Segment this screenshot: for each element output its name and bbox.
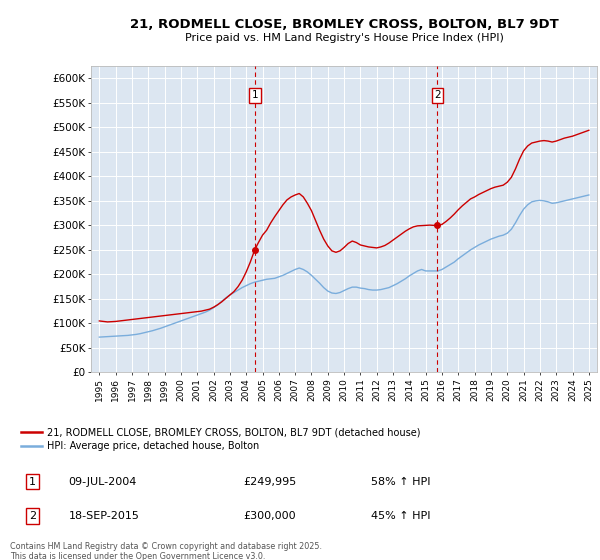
Text: 09-JUL-2004: 09-JUL-2004 xyxy=(68,477,137,487)
Text: 18-SEP-2015: 18-SEP-2015 xyxy=(68,511,139,521)
Text: £300,000: £300,000 xyxy=(243,511,296,521)
Text: £249,995: £249,995 xyxy=(243,477,296,487)
Text: Contains HM Land Registry data © Crown copyright and database right 2025.
This d: Contains HM Land Registry data © Crown c… xyxy=(10,542,322,560)
Text: Price paid vs. HM Land Registry's House Price Index (HPI): Price paid vs. HM Land Registry's House … xyxy=(185,32,503,43)
Text: 58% ↑ HPI: 58% ↑ HPI xyxy=(371,477,431,487)
Text: 2: 2 xyxy=(29,511,36,521)
Text: 1: 1 xyxy=(251,90,258,100)
Text: 2: 2 xyxy=(434,90,441,100)
Text: 45% ↑ HPI: 45% ↑ HPI xyxy=(371,511,431,521)
Text: 1: 1 xyxy=(29,477,36,487)
Legend: 21, RODMELL CLOSE, BROMLEY CROSS, BOLTON, BL7 9DT (detached house), HPI: Average: 21, RODMELL CLOSE, BROMLEY CROSS, BOLTON… xyxy=(17,424,423,454)
Text: 21, RODMELL CLOSE, BROMLEY CROSS, BOLTON, BL7 9DT: 21, RODMELL CLOSE, BROMLEY CROSS, BOLTON… xyxy=(130,17,559,31)
